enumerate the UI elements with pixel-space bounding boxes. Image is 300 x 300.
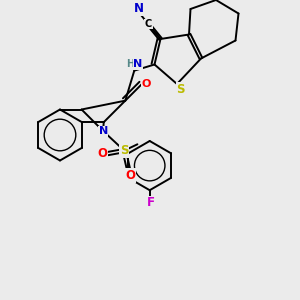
Text: H: H [126,59,134,69]
Text: N: N [99,126,108,136]
Text: S: S [176,83,185,96]
Text: N: N [133,59,142,69]
Text: O: O [97,147,107,160]
Text: O: O [125,169,135,182]
Text: O: O [142,79,151,89]
Text: F: F [147,196,155,209]
Text: N: N [134,2,144,16]
Text: C: C [145,19,152,29]
Text: S: S [120,144,128,157]
